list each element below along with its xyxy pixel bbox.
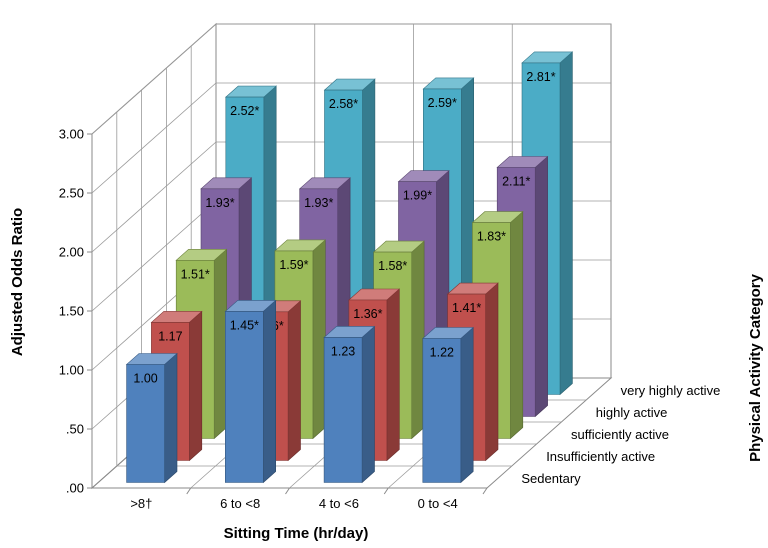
bar-side: [164, 352, 178, 484]
bar-side: [485, 282, 499, 462]
bar-front: [225, 311, 264, 483]
data-label: 1.00: [133, 372, 157, 386]
data-label: 1.41*: [452, 301, 481, 315]
depth-axis-title: Physical Activity Category: [747, 273, 764, 462]
y-tick-label: .50: [66, 422, 84, 437]
data-label: 2.52*: [230, 104, 259, 118]
x-tick-label: 6 to <8: [220, 496, 260, 511]
bar-side: [312, 239, 326, 440]
y-axis-title: Adjusted Odds Ratio: [9, 208, 26, 356]
data-label: 1.99*: [403, 189, 432, 203]
x-tick-mark: [186, 487, 192, 495]
gridline-y: [91, 82, 611, 194]
data-label: 1.58*: [378, 259, 407, 273]
data-label: 1.36*: [353, 307, 382, 321]
y-tick-label: 2.50: [59, 186, 84, 201]
y-tick-label: .00: [66, 481, 84, 496]
bar-side: [460, 326, 474, 484]
bar-side: [559, 51, 573, 396]
gridline-y: [91, 141, 611, 253]
chart-bars: 2.81* 2.59* 2.58* 2.52* 2.11* 1.99* 1.93* 1.93*…: [125, 51, 574, 484]
data-label: 2.59*: [428, 96, 457, 110]
data-label: 1.93*: [304, 196, 333, 210]
data-label: 2.11*: [502, 175, 530, 189]
data-label: 1.22: [430, 346, 454, 360]
x-tick-mark: [285, 487, 290, 495]
bar: 1.45*: [224, 299, 277, 484]
data-label: 1.83*: [477, 230, 506, 244]
data-label: 1.23: [331, 344, 355, 358]
x-tick-mark: [482, 487, 488, 495]
data-label: 2.81*: [526, 70, 555, 84]
y-tick-label: 2.00: [59, 245, 84, 260]
depth-tick-label: very highly active: [621, 383, 721, 398]
depth-tick-label: sufficiently active: [571, 427, 669, 442]
bar-side: [361, 325, 375, 484]
depth-tick-label: highly active: [596, 405, 668, 420]
bar: 1.23: [323, 325, 376, 484]
bar-side: [213, 248, 227, 440]
data-label: 1.59*: [279, 258, 308, 272]
x-tick-mark: [383, 487, 389, 495]
x-tick-label: 4 to <6: [319, 496, 359, 511]
x-tick-label: 0 to <4: [418, 496, 458, 511]
data-label: 1.17: [158, 329, 182, 343]
depth-tick-label: Insufficiently active: [546, 449, 655, 464]
data-label: 1.45*: [230, 318, 259, 332]
depth-tick-label: Sedentary: [521, 471, 581, 486]
bar-side: [411, 240, 425, 440]
chart-labels: .00 .50 1.00 1.50 2.00 2.50 3.00 >8† 6 to <8 4 to…: [59, 127, 721, 512]
bar-side: [262, 299, 277, 484]
bar-front: [126, 364, 165, 483]
bar-side: [386, 288, 400, 462]
bar-side: [287, 300, 301, 462]
bar: 1.00: [125, 352, 178, 484]
bar-side: [534, 155, 548, 418]
x-tick-label: >8†: [130, 496, 152, 511]
y-tick-label: 1.00: [59, 363, 84, 378]
data-label: 2.58*: [329, 97, 358, 111]
data-label: 1.93*: [205, 196, 234, 210]
y-tick-label: 1.50: [59, 304, 84, 319]
bar-side: [510, 210, 524, 440]
data-label: 1.51*: [181, 267, 210, 281]
bar-front: [422, 338, 462, 483]
bar-side: [189, 310, 203, 462]
y-tick-label: 3.00: [59, 127, 84, 142]
bar: 1.22: [422, 326, 474, 484]
gridline-y: [91, 23, 611, 135]
x-axis-title: Sitting Time (hr/day): [224, 525, 369, 542]
bar-front: [323, 337, 363, 483]
